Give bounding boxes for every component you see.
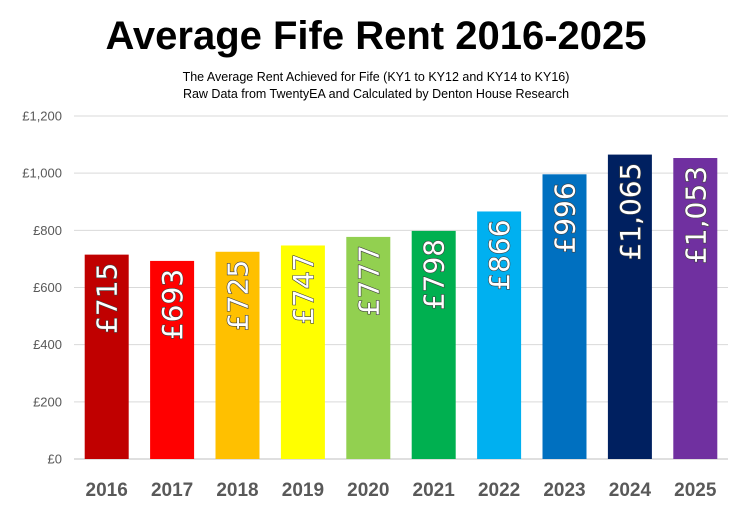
data-label-2023: £996 xyxy=(549,182,582,253)
bar-2016 xyxy=(84,254,129,459)
y-tick-label: £400 xyxy=(33,337,62,352)
data-label-2025: £1,053 xyxy=(679,166,712,264)
bar-2018 xyxy=(215,251,260,459)
bar-2021 xyxy=(411,230,456,459)
bars xyxy=(84,154,718,459)
data-label-2016: £715 xyxy=(91,263,124,334)
bar-2025 xyxy=(673,158,718,459)
y-tick-label: £0 xyxy=(48,452,62,467)
y-tick-label: £800 xyxy=(33,223,62,238)
data-label-2022: £866 xyxy=(483,219,516,290)
x-tick-label: 2017 xyxy=(151,480,193,501)
x-tick-label: 2020 xyxy=(347,480,389,501)
x-tick-label: 2023 xyxy=(543,480,585,501)
x-tick-label: 2022 xyxy=(478,480,520,501)
bar-2019 xyxy=(280,245,325,459)
y-tick-label: £1,000 xyxy=(22,166,62,181)
bar-2017 xyxy=(150,260,195,459)
x-tick-label: 2016 xyxy=(86,480,128,501)
data-label-2017: £693 xyxy=(156,269,189,340)
bar-2023 xyxy=(542,174,587,459)
bar-2024 xyxy=(607,154,652,459)
bar-2020 xyxy=(346,236,391,459)
chart-subtitle-line-1: The Average Rent Achieved for Fife (KY1 … xyxy=(182,70,570,84)
x-tick-label: 2018 xyxy=(216,480,258,501)
data-label-2019: £747 xyxy=(287,253,320,324)
y-tick-label: £600 xyxy=(33,280,62,295)
x-tick-label: 2021 xyxy=(413,480,456,501)
chart-title: Average Fife Rent 2016-2025 xyxy=(105,14,647,58)
x-tick-label: 2019 xyxy=(282,480,324,501)
x-tick-label: 2025 xyxy=(674,480,717,501)
y-tick-label: £1,200 xyxy=(22,109,62,124)
y-tick-label: £200 xyxy=(33,394,62,409)
bar-2022 xyxy=(477,211,522,459)
data-label-2021: £798 xyxy=(418,239,451,310)
x-axis: 2016 2017 2018 2019 2020 2021 2022 2023 2024 2025 xyxy=(86,480,717,501)
data-label-2020: £777 xyxy=(352,245,385,316)
chart-subtitle-line-2: Raw Data from TwentyEA and Calculated by… xyxy=(182,87,570,101)
x-tick-label: 2024 xyxy=(609,480,652,501)
y-axis: £0 £200 £400 £600 £800 £1,000 £1,200 xyxy=(22,109,62,467)
data-label-2024: £1,065 xyxy=(614,163,647,261)
data-label-2018: £725 xyxy=(222,260,255,331)
data-labels: £715 £693 £725 £747 £777 £798 £866 £996 £1,065 £1… xyxy=(90,162,713,341)
